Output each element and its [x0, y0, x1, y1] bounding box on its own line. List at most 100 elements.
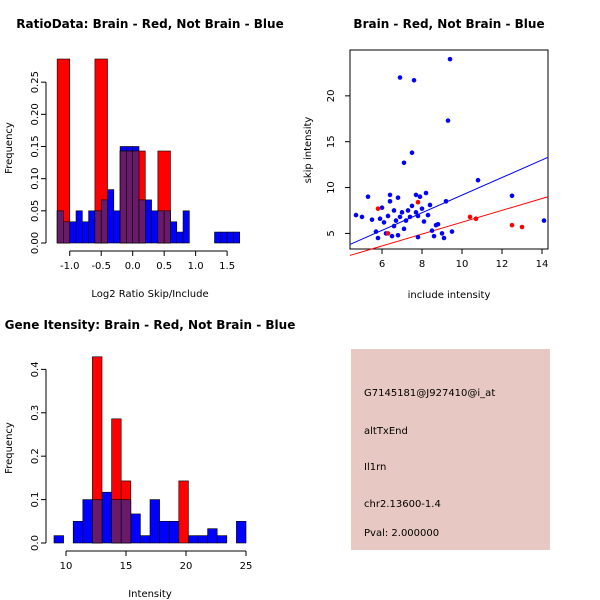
- ratio-y-tick-label: 0.05: [30, 200, 41, 222]
- scatter-point-brain: [473, 216, 479, 222]
- scatter-point-not-brain: [391, 208, 397, 213]
- scatter-point-not-brain: [373, 229, 379, 234]
- scatter-fit-lines: [349, 156, 549, 256]
- scatter-x-tick-label: 6: [379, 259, 385, 270]
- gene-bar-not-brain: [197, 535, 208, 544]
- gene-bar-not-brain: [101, 491, 112, 544]
- scatter-point-not-brain: [417, 194, 423, 200]
- gene-bar-overlap: [92, 499, 103, 544]
- scatter-panel: Brain - Red, Not Brain - Blue include in…: [303, 17, 549, 301]
- scatter-point-not-brain: [407, 214, 413, 220]
- ratio-bar-overlap: [56, 210, 64, 244]
- scatter-point-not-brain: [399, 210, 405, 215]
- ratio-y-tick-label: 0.10: [30, 168, 41, 190]
- scatter-point-not-brain: [403, 218, 409, 223]
- gene-x-tick-label: 20: [180, 561, 193, 572]
- ratio-bar-overlap: [157, 210, 165, 244]
- scatter-point-not-brain: [391, 223, 397, 229]
- scatter-fit-line-blue: [349, 156, 549, 245]
- scatter-point-brain: [415, 199, 421, 205]
- scatter-point-not-brain: [401, 160, 407, 166]
- ratio-axes: -1.0 -0.5 0.0 0.5 1.0 1.5 0.00 0.05 0.10 0.15 0.20…: [30, 71, 235, 272]
- ratio-x-tick-label: 0.0: [125, 261, 141, 272]
- gene-y-tick-label: 0.0: [30, 535, 41, 551]
- info-panel: G7145181@J927410@i_at altTxEnd Il1rn chr…: [351, 349, 550, 550]
- scatter-point-not-brain: [415, 234, 421, 240]
- ratio-bar-overlap: [63, 221, 71, 244]
- ratio-bar-not-brain: [75, 210, 83, 244]
- ratio-bar-not-brain: [107, 189, 115, 244]
- gene-bar-not-brain: [236, 520, 247, 544]
- scatter-point-not-brain: [393, 218, 399, 223]
- scatter-point-not-brain: [377, 216, 383, 222]
- scatter-point-not-brain: [397, 75, 403, 80]
- scatter-fit-line-red: [349, 196, 549, 256]
- scatter-point-not-brain: [395, 195, 401, 200]
- scatter-point-not-brain: [375, 235, 381, 241]
- ratio-y-axis-label: Frequency: [4, 122, 15, 174]
- scatter-x-tick-label: 8: [419, 259, 425, 270]
- scatter-y-tick-label: 10: [326, 181, 337, 194]
- scatter-point-not-brain: [425, 212, 431, 218]
- scatter-point-not-brain: [387, 192, 393, 198]
- ratio-x-tick-label: -1.0: [60, 261, 80, 272]
- scatter-point-not-brain: [409, 150, 415, 156]
- scatter-y-axis-label: skip intensity: [303, 117, 314, 184]
- ratio-bar-not-brain: [88, 210, 96, 244]
- scatter-point-not-brain: [387, 199, 393, 204]
- gene-x-tick-label: 10: [60, 561, 73, 572]
- scatter-axes: 6 8 10 12 14 5 10 15 20: [326, 89, 548, 270]
- scatter-point-not-brain: [439, 231, 445, 236]
- scatter-point-brain: [509, 222, 515, 228]
- pval-text: Pval: 2.000000: [364, 528, 439, 539]
- scatter-x-tick-label: 14: [536, 259, 549, 270]
- scatter-point-not-brain: [389, 233, 395, 239]
- gene-bar-not-brain: [82, 499, 93, 544]
- gene-symbol-text: Il1rn: [364, 462, 386, 473]
- scatter-point-not-brain: [429, 228, 435, 233]
- event-type-text: altTxEnd: [364, 426, 408, 437]
- ratio-x-tick-label: 1.5: [219, 261, 235, 272]
- gene-y-axis-label: Frequency: [4, 422, 15, 474]
- gene-bars: [53, 356, 247, 544]
- ratio-bar-not-brain: [151, 210, 159, 244]
- scatter-point-not-brain: [401, 226, 407, 232]
- scatter-point-not-brain: [443, 199, 449, 204]
- gene-bar-not-brain: [159, 520, 170, 544]
- scatter-point-not-brain: [449, 229, 455, 234]
- ratio-y-tick-label: 0.15: [30, 135, 41, 157]
- gene-bar-not-brain: [149, 499, 160, 544]
- scatter-y-tick-label: 15: [326, 135, 337, 148]
- scatter-point-not-brain: [415, 213, 421, 219]
- gene-bar-not-brain: [130, 513, 141, 544]
- ratio-x-tick-label: 1.0: [188, 261, 204, 272]
- scatter-point-not-brain: [353, 212, 359, 218]
- scatter-chart-title: Brain - Red, Not Brain - Blue: [353, 17, 544, 31]
- ratio-bar-not-brain: [226, 231, 234, 244]
- gene-y-tick-label: 0.3: [30, 405, 41, 421]
- ratio-bar-overlap: [163, 210, 171, 244]
- scatter-point-not-brain: [369, 217, 375, 222]
- scatter-point-not-brain: [419, 206, 425, 211]
- gene-bar-not-brain: [168, 520, 180, 544]
- scatter-point-brain: [467, 214, 473, 220]
- ratio-bar-not-brain: [182, 210, 190, 244]
- gene-x-axis-label: Intensity: [128, 589, 172, 600]
- ratio-histogram-panel: RatioData: Brain - Red, Not Brain - Blue…: [4, 17, 284, 300]
- ratio-y-tick-label: 0.25: [30, 71, 41, 93]
- gene-bar-not-brain: [53, 535, 64, 544]
- gene-intensity-histogram-panel: Gene Itensity: Brain - Red, Not Brain - …: [4, 318, 295, 600]
- scatter-point-not-brain: [441, 235, 447, 241]
- ratio-bar-overlap: [119, 150, 127, 244]
- scatter-points: [353, 56, 547, 241]
- ratio-bar-not-brain: [220, 231, 228, 244]
- scatter-point-not-brain: [447, 56, 453, 62]
- ratio-bar-not-brain: [233, 231, 241, 244]
- scatter-y-tick-label: 5: [326, 230, 337, 236]
- info-box: [351, 349, 550, 550]
- ratio-bar-not-brain: [69, 221, 77, 244]
- scatter-plot-box: [349, 49, 549, 250]
- gene-bar-not-brain: [72, 520, 84, 544]
- gene-bar-not-brain: [140, 535, 151, 544]
